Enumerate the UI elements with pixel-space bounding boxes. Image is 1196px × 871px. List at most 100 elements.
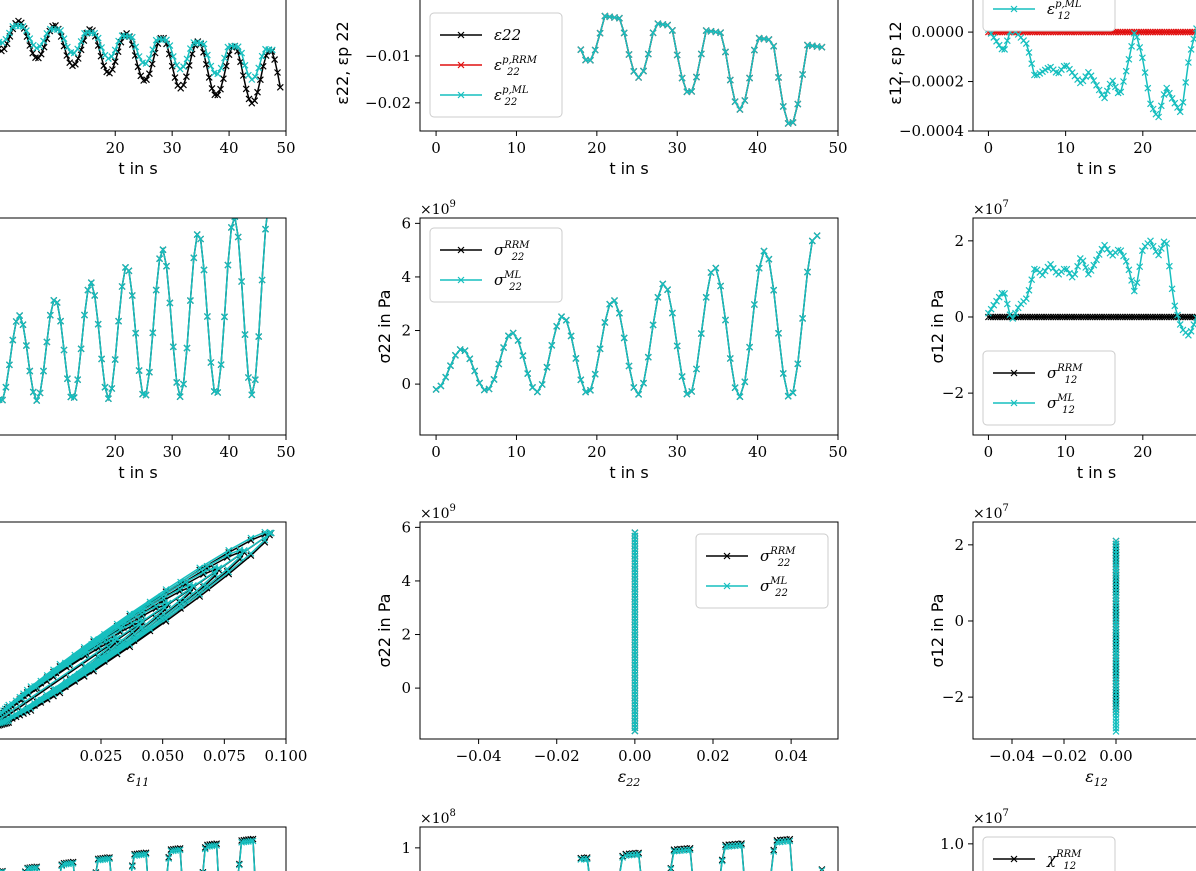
x-tick-label: 20 [1133, 443, 1152, 461]
series-group [0, 528, 275, 729]
data-point [221, 54, 228, 62]
legend: χRRM 12 [982, 836, 1116, 871]
data-point [1047, 260, 1055, 268]
data-point [625, 362, 633, 370]
data-point [190, 254, 198, 262]
data-point [128, 33, 136, 41]
data-point [276, 83, 284, 91]
data-point [163, 36, 170, 44]
axes-frame [0, 521, 287, 740]
data-point [1009, 315, 1017, 322]
data-point [207, 62, 215, 70]
y-tick-label: −0.02 [365, 94, 411, 112]
data-point [1187, 327, 1195, 335]
data-point [108, 53, 116, 61]
data-point [664, 21, 672, 29]
data-point [1112, 537, 1120, 545]
data-point [0, 868, 6, 871]
data-point [30, 864, 38, 871]
data-point [186, 587, 194, 595]
legend-swatch-marker [457, 31, 465, 39]
data-point [132, 43, 140, 51]
data-point [105, 643, 113, 651]
data-point [12, 711, 20, 719]
data-point [258, 52, 266, 60]
data-point [152, 286, 160, 294]
data-point [1184, 331, 1192, 339]
x-axis-label: t in s [118, 463, 157, 482]
y-tick-label: 0 [401, 679, 411, 697]
data-point [1082, 264, 1090, 271]
data-point [775, 329, 782, 337]
x-tick-label: −0.04 [456, 747, 502, 765]
data-point [24, 688, 32, 696]
data-point [804, 268, 811, 276]
data-point [29, 49, 37, 57]
legend-swatch-marker [457, 246, 465, 254]
data-point [2, 35, 10, 43]
data-point [67, 860, 75, 867]
y-tick-label: 6 [401, 518, 411, 536]
x-axis-label: t in s [118, 159, 157, 178]
data-point [667, 865, 675, 871]
axis-offset-label: ×107 [973, 503, 1009, 522]
data-point [115, 317, 123, 325]
data-point [625, 51, 633, 58]
legend-label: σML 12 [1047, 393, 1075, 416]
data-point [1144, 84, 1152, 92]
data-point [36, 43, 44, 50]
series-group [984, 237, 1196, 339]
data-point [20, 707, 27, 715]
data-point [43, 671, 51, 679]
data-point [52, 686, 60, 694]
data-point [197, 235, 205, 243]
y-tick-label: 2 [401, 626, 411, 644]
chart-panel-p12t: 0 10 20 −0.0004 −0.0002 0.0000 t in s ε12, εp 1… [886, 0, 1196, 178]
data-point [247, 552, 255, 560]
data-point [1171, 302, 1179, 310]
data-point [543, 363, 551, 371]
x-tick-label: 30 [668, 139, 687, 157]
x-axis-label: t in s [1077, 463, 1116, 482]
data-point [1168, 94, 1176, 102]
series-group [577, 835, 826, 871]
data-point [142, 391, 150, 399]
data-point [139, 626, 146, 634]
data-point [1090, 77, 1098, 84]
data-point [1098, 245, 1106, 253]
y-tick-label: 4 [401, 268, 411, 286]
data-point [1157, 245, 1165, 252]
data-point [12, 318, 20, 325]
chart-panel-s22t: 0 10 20 30 40 50 0 2 4 6 ×109 t in s σ22 in Pa σRRM 22… [375, 199, 848, 482]
data-point [572, 354, 580, 362]
data-point [1093, 256, 1100, 264]
legend-label: χRRM 12 [1046, 849, 1082, 871]
data-point [207, 359, 215, 366]
data-point [227, 223, 235, 231]
data-point [125, 267, 133, 275]
data-point [196, 564, 204, 572]
data-point [998, 289, 1006, 297]
data-point [770, 286, 778, 294]
data-point [1112, 721, 1120, 729]
data-point [1103, 245, 1111, 253]
data-point [775, 73, 782, 81]
data-point [615, 309, 623, 317]
data-point [437, 382, 445, 390]
data-point [171, 74, 179, 82]
data-point [693, 365, 700, 373]
x-tick-label: 40 [748, 139, 767, 157]
data-point [1147, 237, 1154, 245]
legend-box [695, 533, 829, 609]
data-point [128, 619, 136, 627]
data-point [131, 52, 139, 59]
data-point [442, 373, 450, 381]
data-point [203, 582, 211, 590]
data-point [100, 655, 108, 663]
data-point [1147, 100, 1154, 108]
data-point [779, 370, 787, 377]
data-point [57, 26, 65, 34]
data-point [794, 100, 802, 108]
data-point [244, 374, 252, 381]
data-point [1122, 257, 1130, 265]
